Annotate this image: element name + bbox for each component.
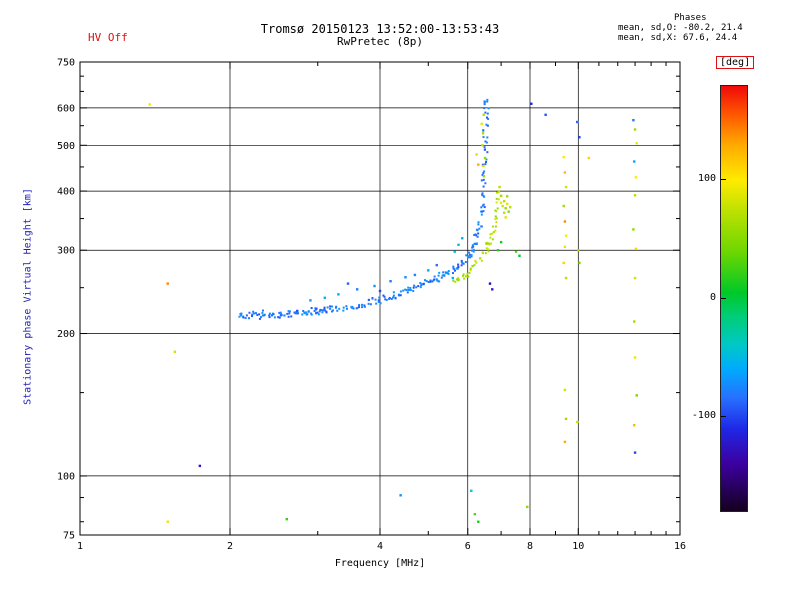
- y-tick-label: 200: [57, 329, 75, 340]
- grid-lines: [80, 62, 680, 535]
- y-tick-label: 600: [57, 103, 75, 114]
- colorbar-tick-label: 0: [709, 291, 716, 303]
- axis-ticks: [79, 61, 681, 536]
- x-tick-label: 2: [227, 541, 233, 552]
- series-x-mode-trace: [452, 190, 501, 283]
- phases-summary: Phases mean, sd,O: -80.2, 21.4 mean, sd,…: [618, 13, 798, 43]
- colorbar-tick-label: 100: [697, 173, 716, 185]
- x-axis-label: Frequency [MHz]: [334, 558, 426, 569]
- plot-subtitle: RwPretec (8p): [336, 35, 424, 48]
- y-tick-labels: 75 100 200 300 400 500 600 750: [57, 58, 75, 542]
- series-o-mode-trace: [238, 98, 490, 320]
- scatter-points: [148, 98, 638, 523]
- phases-mean-x: mean, sd,X: 67.6, 24.4: [618, 33, 738, 43]
- y-tick-label: 750: [57, 58, 75, 69]
- x-tick-label: 16: [674, 541, 686, 552]
- x-tick-label: 10: [572, 541, 584, 552]
- y-tick-label: 500: [57, 141, 75, 152]
- plot-title: Tromsø 20150123 13:52:00-13:53:43: [260, 22, 500, 36]
- y-tick-label: 75: [63, 531, 75, 542]
- colorbar-tick-label: -100: [691, 409, 716, 421]
- colorbar-units-label: [deg]: [716, 56, 755, 69]
- y-tick-label: 300: [57, 246, 75, 257]
- y-tick-label: 400: [57, 187, 75, 198]
- x-tick-label: 4: [377, 541, 383, 552]
- phases-title: Phases: [674, 13, 707, 23]
- sporadic-echo-points: [148, 102, 638, 523]
- x-tick-label: 6: [465, 541, 471, 552]
- x-tick-labels: 1 2 4 6 8 10 16: [77, 541, 686, 552]
- colorbar-tick-mark: [721, 297, 726, 299]
- y-tick-label: 100: [57, 471, 75, 482]
- x-tick-label: 1: [77, 541, 83, 552]
- x-tick-label: 8: [527, 541, 533, 552]
- colorbar-tick-mark: [721, 179, 726, 181]
- colorbar: [720, 85, 748, 512]
- phases-mean-o: mean, sd,O: -80.2, 21.4: [618, 23, 743, 33]
- hv-status-label: HV Off: [88, 31, 128, 44]
- colorbar-tick-mark: [721, 415, 726, 417]
